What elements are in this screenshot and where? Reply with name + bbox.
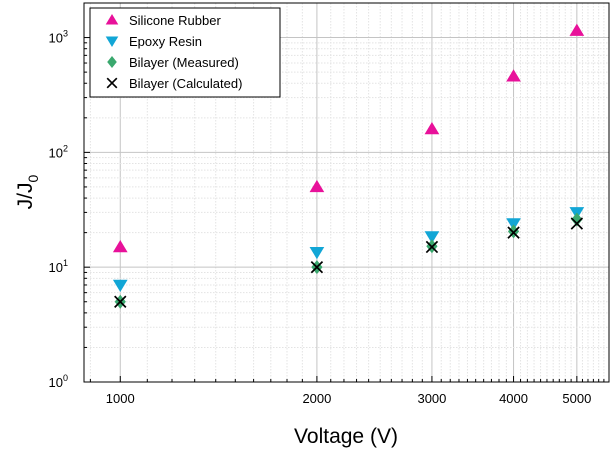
y-tick-labels: 100 101 102 103 bbox=[49, 29, 68, 390]
data-markers bbox=[112, 23, 585, 309]
data-point bbox=[425, 240, 439, 254]
x-tick-label: 3000 bbox=[417, 391, 446, 406]
y-axis-title: J/J0 bbox=[14, 174, 41, 209]
legend-marker bbox=[107, 56, 117, 68]
axis-ticks bbox=[84, 2, 605, 383]
data-point bbox=[112, 239, 128, 253]
y-tick-label: 102 bbox=[49, 143, 68, 160]
y-axis-title-base: J/J bbox=[14, 182, 37, 209]
data-point bbox=[309, 179, 325, 193]
data-point bbox=[310, 260, 324, 274]
plot-frame bbox=[83, 2, 610, 383]
data-point bbox=[112, 279, 128, 292]
x-tick-label: 5000 bbox=[562, 391, 591, 406]
legend-label: Bilayer (Calculated) bbox=[129, 76, 242, 91]
data-point bbox=[309, 246, 325, 260]
y-tick-label: 100 bbox=[49, 373, 68, 390]
legend-box bbox=[89, 7, 281, 98]
data-point bbox=[506, 69, 521, 82]
x-tick-label: 2000 bbox=[302, 391, 331, 406]
data-point bbox=[507, 226, 520, 239]
data-point bbox=[571, 212, 583, 227]
x-tick-label: 1000 bbox=[106, 391, 135, 406]
legend: Silicone Rubber Epoxy Resin Bilayer (Measu… bbox=[89, 7, 281, 98]
legend-items: Silicone Rubber Epoxy Resin Bilayer (Measu… bbox=[105, 13, 242, 91]
data-point bbox=[424, 231, 440, 244]
legend-marker bbox=[105, 36, 119, 47]
legend-label: Bilayer (Measured) bbox=[129, 55, 239, 70]
x-axis-title: Voltage (V) bbox=[294, 425, 398, 448]
series-3 bbox=[114, 217, 584, 308]
legend-marker bbox=[106, 77, 118, 89]
y-tick-label: 101 bbox=[49, 258, 68, 275]
x-tick-label: 4000 bbox=[499, 391, 528, 406]
data-point bbox=[424, 121, 440, 135]
legend-marker bbox=[105, 14, 119, 25]
x-tick-labels: 1000 2000 3000 4000 5000 bbox=[106, 391, 592, 406]
legend-label: Epoxy Resin bbox=[129, 34, 202, 49]
data-point bbox=[570, 217, 584, 230]
y-axis-title-sub: 0 bbox=[25, 174, 41, 182]
y-tick-label: 103 bbox=[49, 29, 68, 46]
data-point bbox=[114, 295, 127, 308]
legend-label: Silicone Rubber bbox=[129, 13, 221, 28]
series-0 bbox=[112, 23, 585, 253]
data-point bbox=[569, 23, 585, 36]
